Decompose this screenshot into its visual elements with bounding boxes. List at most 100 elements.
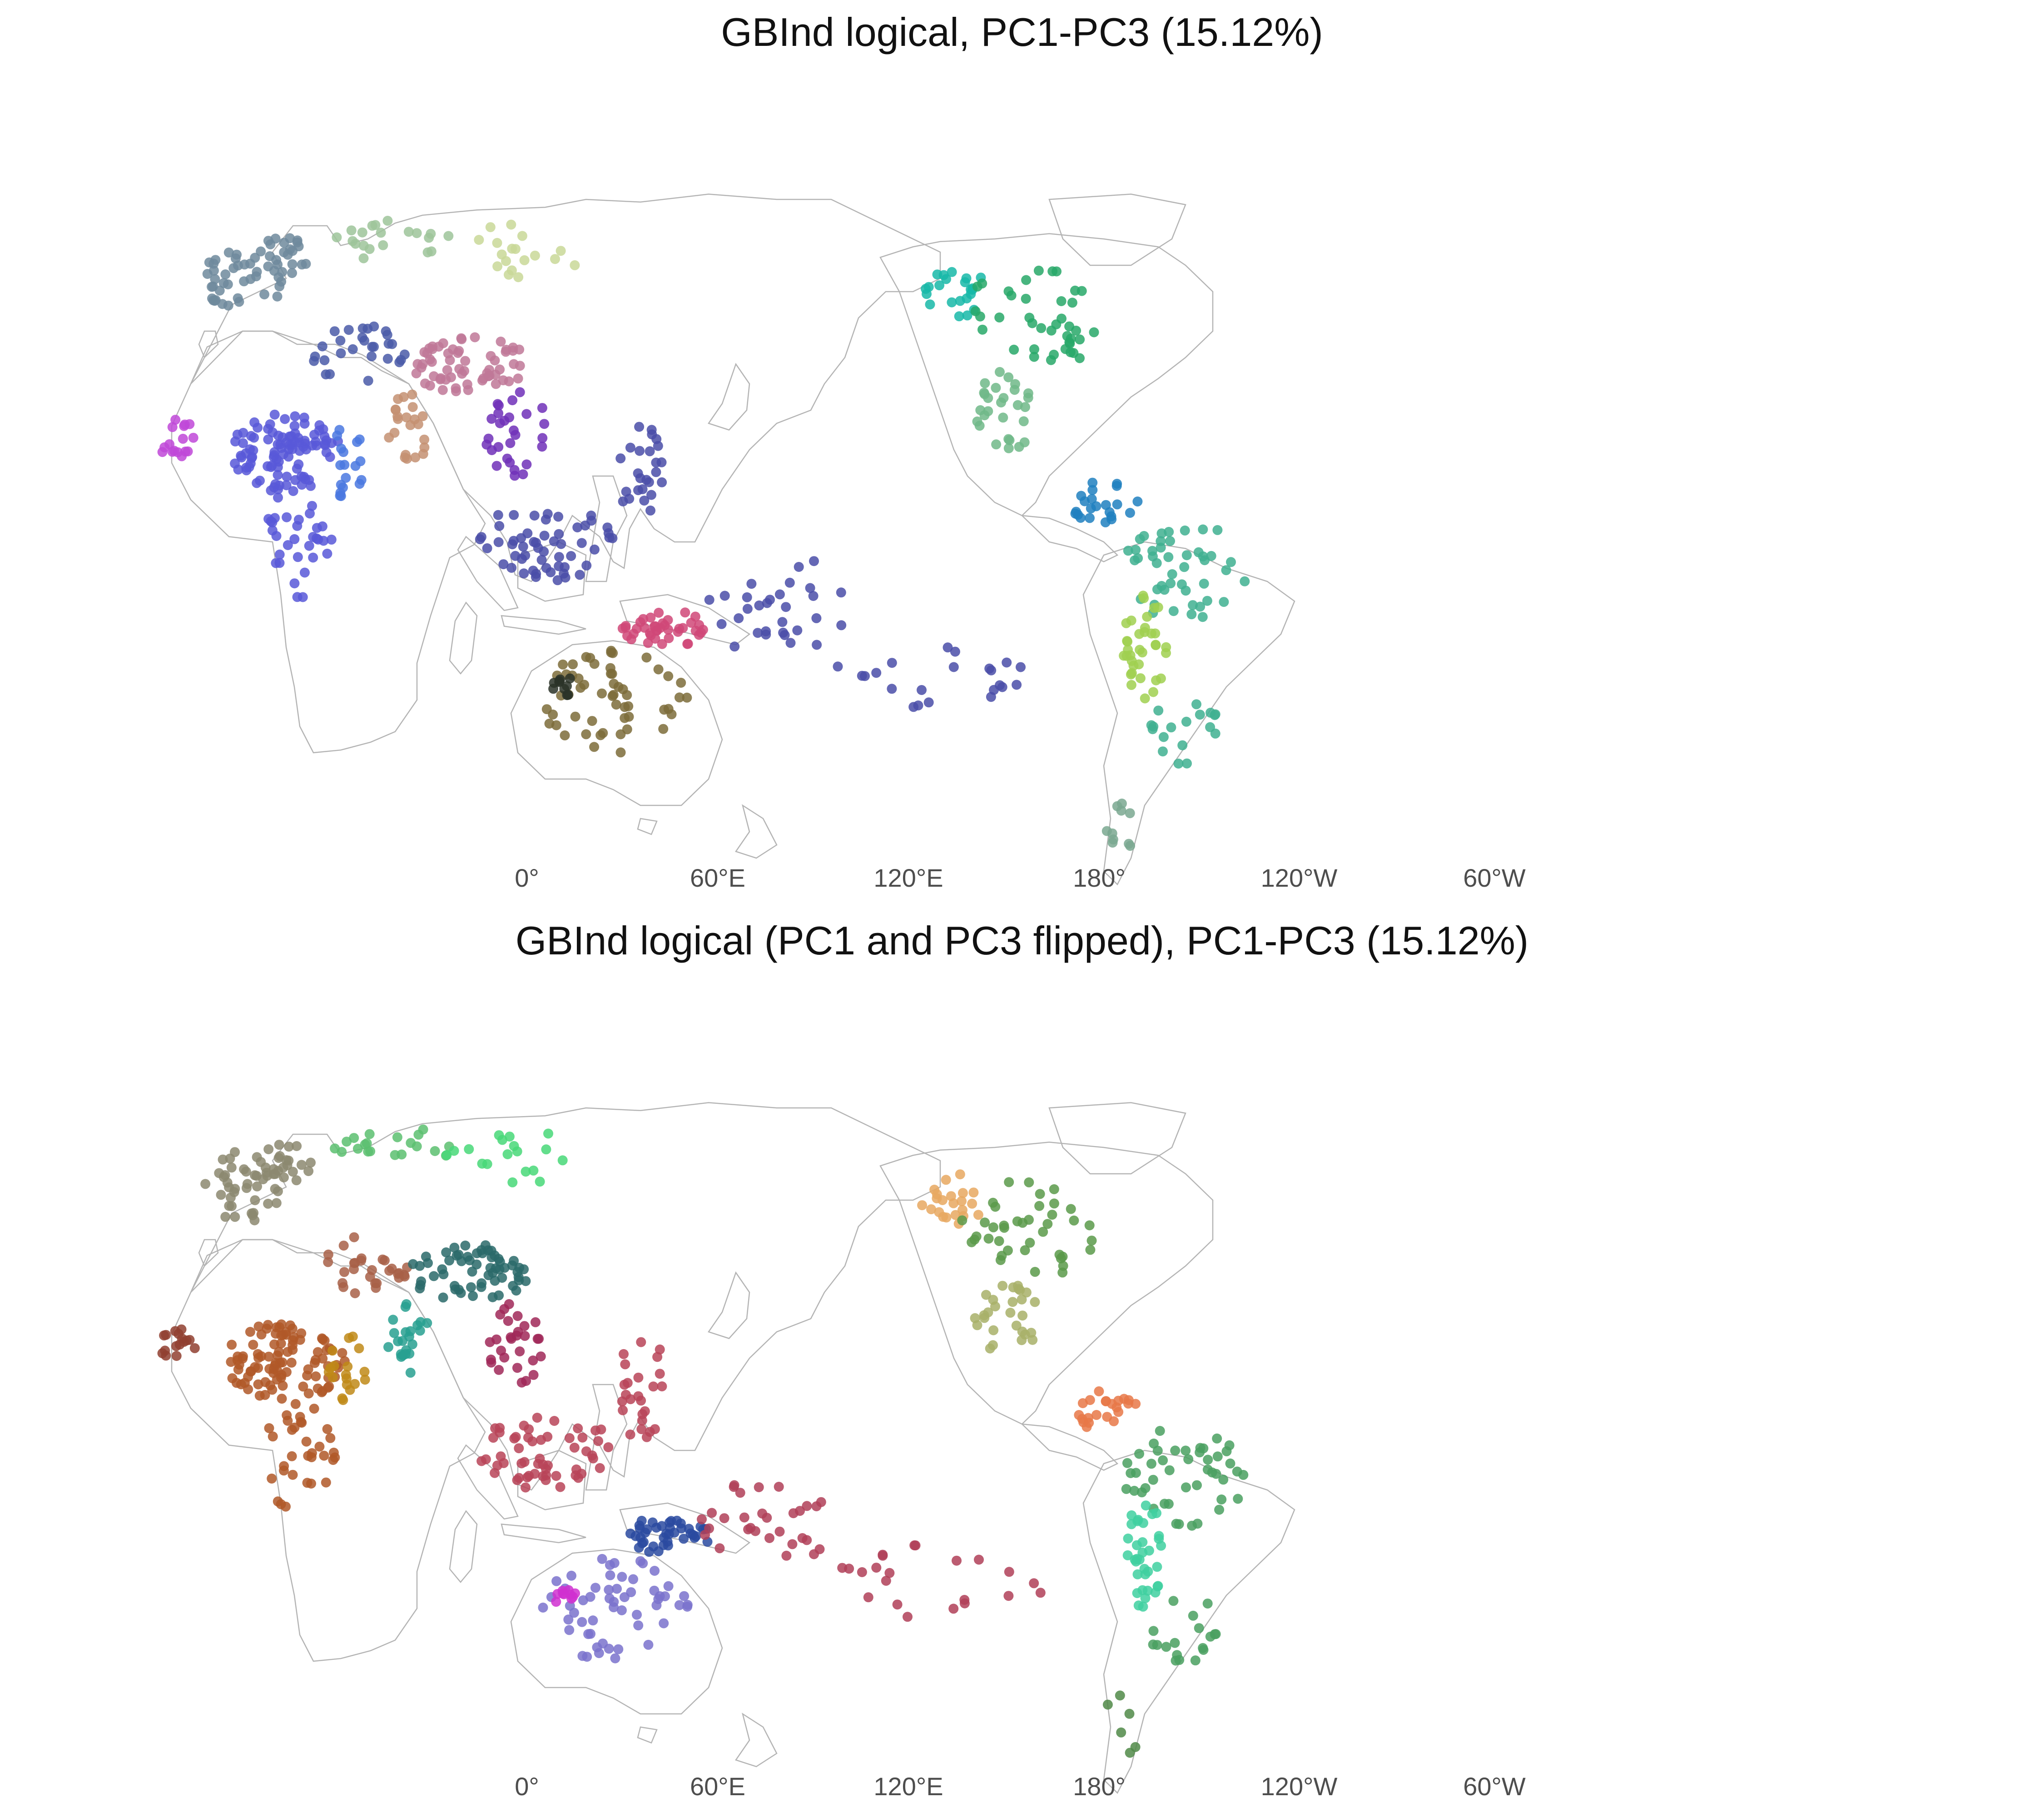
sample-point-east-asia: [498, 375, 508, 386]
land-outline: [449, 1510, 478, 1583]
sample-point-south-america: [1152, 584, 1162, 595]
sample-point-central-africa: [267, 1474, 277, 1484]
sample-point-near-east: [399, 349, 410, 360]
sample-point-new-guinea: [660, 620, 670, 630]
sample-point-island-se-asia: [595, 1463, 605, 1473]
sample-point-near-east: [359, 335, 369, 346]
sample-point-pacific: [811, 1501, 822, 1511]
land-outline: [585, 1384, 628, 1491]
sample-point-south-asia: [393, 1336, 403, 1346]
sample-point-pacific: [781, 602, 791, 612]
land-outline: [517, 1450, 587, 1510]
sample-point-mesoamerica: [1020, 402, 1030, 412]
sample-point-central-africa: [288, 1345, 298, 1355]
sample-point-mainland-se-asia: [512, 1311, 523, 1321]
sample-point-pacific: [871, 1563, 882, 1573]
map-title: GBInd logical (PC1 and PC3 flipped), PC1…: [515, 918, 1529, 963]
sample-point-near-east: [363, 376, 373, 386]
sample-point-new-guinea: [674, 624, 685, 634]
sample-point-pacific: [974, 1554, 984, 1565]
sample-point-west-africa: [188, 432, 198, 443]
sample-point-east-asia: [509, 1256, 519, 1266]
sample-point-australia: [538, 1603, 548, 1613]
sample-point-australia-north: [557, 1586, 568, 1596]
sample-point-south-america: [1176, 579, 1187, 590]
sample-point-central-africa: [296, 1417, 306, 1427]
sample-point-south-america: [1168, 606, 1179, 616]
sample-point-central-africa: [278, 1380, 288, 1391]
sample-point-north-america: [1038, 1226, 1048, 1237]
sample-point-pacific: [719, 1513, 729, 1524]
sample-point-island-se-asia: [618, 496, 628, 506]
sample-point-south-asia: [388, 1315, 398, 1325]
sample-point-south-america: [1173, 759, 1184, 769]
sample-point-europe: [225, 1192, 236, 1203]
sample-point-australia: [660, 1591, 670, 1602]
sample-point-island-se-asia: [646, 425, 657, 435]
sample-point-pacific: [714, 1543, 725, 1554]
sample-point-nw-america: [917, 1200, 928, 1211]
sample-point-andes: [1122, 636, 1132, 646]
sample-point-andes: [1151, 640, 1161, 650]
sample-point-south-america: [1192, 1480, 1202, 1490]
sample-point-pacific: [746, 579, 757, 589]
sample-point-australia: [643, 1639, 654, 1650]
lon-tick-60e: 60°E: [690, 1772, 746, 1801]
sample-point-mesoamerica: [991, 439, 1002, 450]
sample-point-australia: [590, 1583, 600, 1593]
sample-point-central-africa: [273, 470, 283, 480]
sample-point-australia: [569, 1608, 579, 1618]
sample-point-south-america: [1182, 758, 1192, 769]
sample-point-west-africa: [189, 1343, 200, 1353]
sample-point-south-america: [1193, 547, 1204, 557]
sample-point-north-america: [1049, 1184, 1059, 1194]
sample-point-near-east: [369, 321, 379, 332]
sample-point-andes: [1122, 1550, 1133, 1560]
sample-point-island-se-asia: [652, 1352, 663, 1362]
sample-point-north-eurasia: [364, 244, 375, 254]
sample-point-east-asia: [438, 1292, 448, 1303]
sample-point-island-se-asia: [521, 1482, 531, 1493]
sample-point-central-africa: [248, 1340, 258, 1350]
sample-point-nw-america: [962, 310, 972, 321]
sample-point-australia: [620, 713, 630, 723]
sample-point-central-america: [1087, 485, 1098, 495]
sample-point-west-africa: [180, 447, 191, 457]
sample-point-east-asia: [443, 348, 453, 358]
sample-point-mainland-se-asia: [486, 1355, 496, 1365]
sample-point-south-asia: [405, 420, 416, 430]
sample-point-south-america: [1123, 546, 1133, 556]
sample-point-island-se-asia: [576, 538, 587, 548]
map-title: GBInd logical, PC1-PC3 (15.12%): [721, 10, 1323, 55]
sample-point-south-america: [1190, 1655, 1201, 1666]
sample-point-island-se-asia: [541, 1470, 551, 1480]
sample-point-central-africa: [287, 1323, 298, 1334]
sample-point-central-africa: [233, 1365, 243, 1375]
sample-point-near-east: [317, 341, 327, 352]
sample-point-west-africa: [174, 1329, 184, 1339]
sample-point-mesoamerica: [1018, 416, 1029, 427]
sample-point-new-guinea: [684, 1524, 694, 1534]
sample-point-central-africa: [304, 475, 314, 485]
sample-point-europe: [230, 253, 241, 263]
sample-point-south-asia: [391, 405, 401, 415]
sample-point-north-america: [1047, 266, 1058, 277]
sample-point-central-africa: [288, 1469, 298, 1480]
sample-point-siberia: [528, 1165, 539, 1176]
sample-point-central-africa: [274, 558, 285, 568]
sample-point-australia: [589, 742, 600, 752]
sample-point-south-america: [1218, 1474, 1229, 1485]
sample-point-europe: [262, 1171, 273, 1181]
sample-point-europe: [303, 1166, 314, 1177]
sample-point-north-america: [1056, 296, 1067, 306]
sample-point-south-america: [1130, 555, 1140, 566]
sample-point-central-america: [1102, 1412, 1112, 1422]
sample-point-new-guinea: [672, 1515, 682, 1526]
sample-point-island-se-asia: [566, 551, 576, 561]
sample-point-island-se-asia: [620, 1359, 630, 1370]
sample-point-island-se-asia: [655, 1369, 665, 1379]
sample-point-pacific: [997, 682, 1007, 692]
sample-point-north-america: [1029, 352, 1039, 362]
sample-point-pacific: [794, 562, 804, 572]
sample-point-island-se-asia: [536, 1435, 546, 1445]
